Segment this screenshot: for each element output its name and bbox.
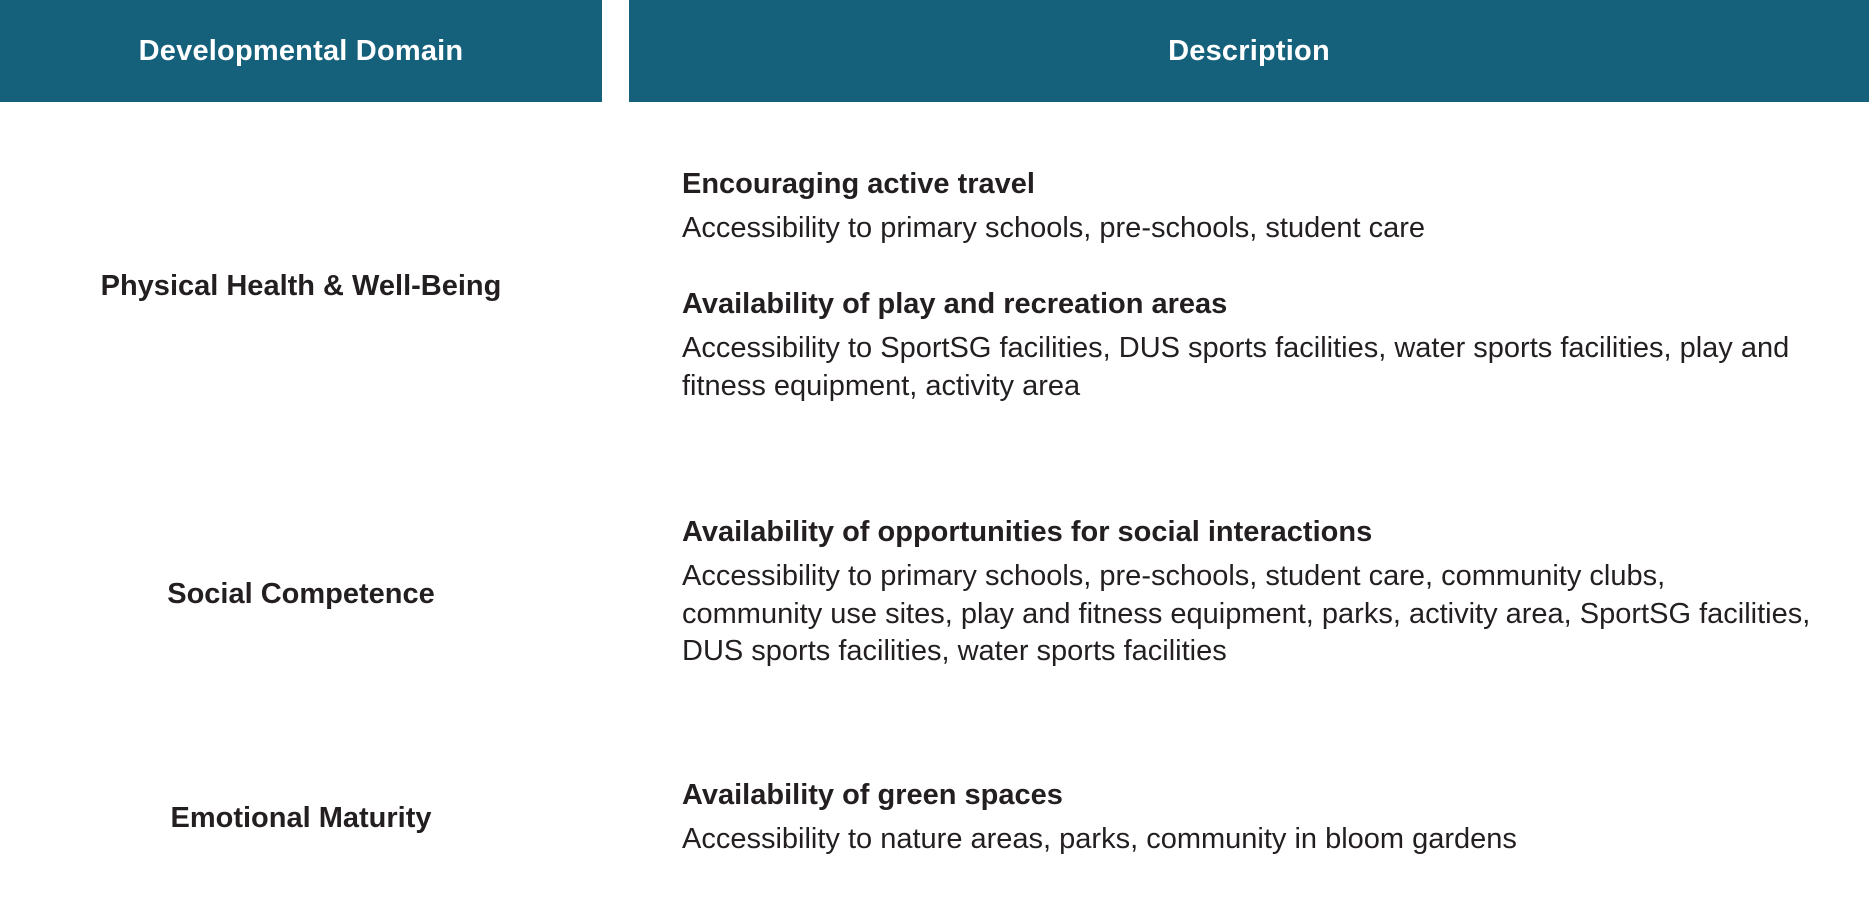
domain-physical-health: Physical Health & Well-Being (100, 270, 502, 302)
description-text: Accessibility to primary schools, pre-sc… (682, 212, 1426, 244)
description-text: Accessibility to SportSG facilities, DUS… (682, 332, 1790, 402)
header-developmental-domain: Developmental Domain (0, 0, 602, 102)
domain-social-competence: Social Competence (167, 578, 435, 610)
header-description: Description (629, 0, 1869, 102)
description-active-travel: Encouraging active travel Accessibility … (682, 166, 1812, 248)
description-text: Accessibility to primary schools, pre-sc… (682, 560, 1811, 667)
header-description-label: Description (1168, 34, 1330, 67)
description-heading: Availability of green spaces (682, 779, 1063, 811)
description-play-recreation: Availability of play and recreation area… (682, 286, 1812, 405)
description-heading: Encouraging active travel (682, 168, 1035, 200)
header-domain-label: Developmental Domain (138, 34, 464, 67)
description-heading: Availability of play and recreation area… (682, 288, 1228, 320)
description-heading: Availability of opportunities for social… (682, 516, 1373, 548)
description-green-spaces: Availability of green spaces Accessibili… (682, 777, 1812, 859)
domain-emotional-maturity: Emotional Maturity (170, 802, 432, 834)
description-text: Accessibility to nature areas, parks, co… (682, 823, 1517, 855)
description-social-interactions: Availability of opportunities for social… (682, 514, 1812, 671)
